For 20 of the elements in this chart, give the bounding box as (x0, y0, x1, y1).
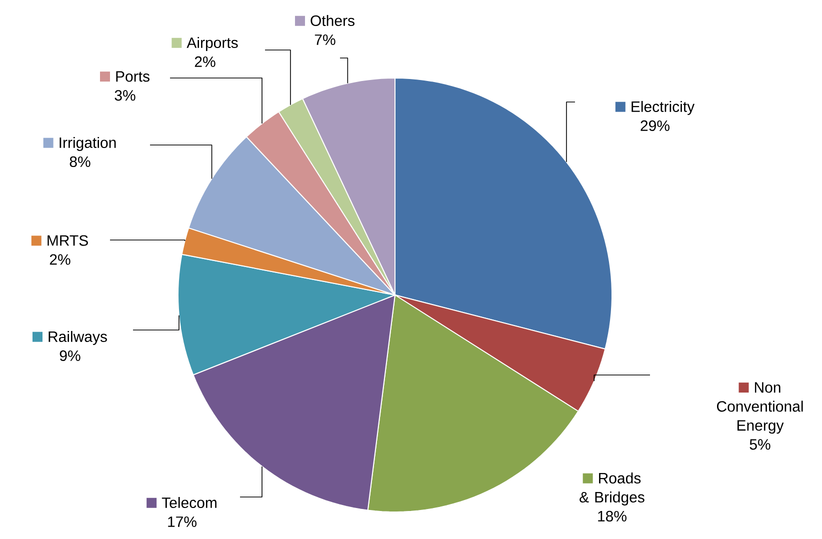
data-label: 8% (70, 156, 90, 167)
legend-label: Railways (48, 330, 107, 345)
data-label: 5% (750, 439, 770, 450)
data-label: 29% (640, 120, 670, 131)
data-label: 9% (60, 350, 80, 361)
legend-label: Ports (116, 71, 150, 82)
legend-label: MRTS (48, 235, 88, 246)
legend-label: Roads & Bridges (580, 472, 644, 506)
legend-label: Telecom (162, 497, 216, 508)
data-label: 2% (50, 254, 70, 265)
data-label: 7% (314, 34, 336, 45)
legend-label: Others (310, 15, 354, 26)
legend-label: Airports (186, 37, 238, 51)
legend-label: Non Conventional Energy (716, 382, 803, 434)
data-label: 3% (114, 90, 136, 101)
data-label: 18% (598, 510, 626, 522)
legend-label: Irrigation (60, 136, 116, 151)
legend-label: Electricity (632, 100, 695, 115)
data-label: 17% (168, 516, 196, 527)
data-label: 2% (194, 56, 216, 67)
